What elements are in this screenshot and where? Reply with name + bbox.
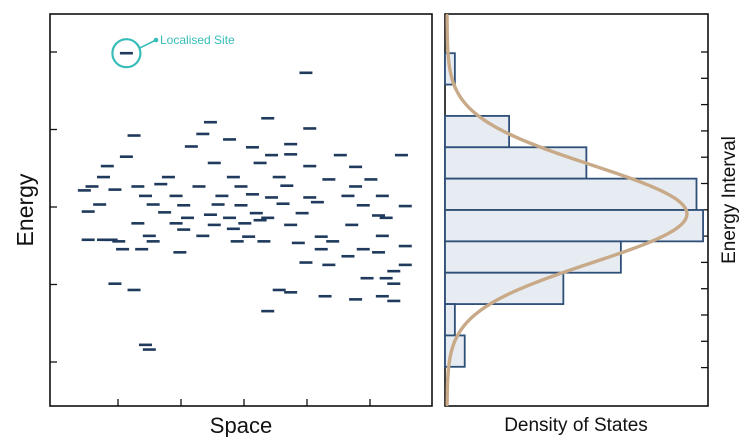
density-of-states-axis-title: Density of States (504, 415, 648, 436)
localised-site-annotation: Localised Site (111, 33, 235, 69)
density-histogram-bar (444, 177, 698, 211)
energy-space-axis-ticks (50, 51, 371, 406)
space-axis-title: Space (210, 413, 272, 437)
density-histogram-bar (444, 146, 588, 180)
density-of-states-panel: Energy Interval Density of States (444, 13, 740, 436)
energy-axis-title: Energy (12, 173, 38, 246)
density-histogram-bar (444, 303, 456, 337)
localised-site-pointer-dot (153, 37, 159, 43)
localised-site-label: Localised Site (160, 33, 235, 47)
energy-space-panel: Localised Site Energy Space (12, 13, 433, 437)
localised-site-marker-circle (111, 38, 142, 69)
localised-states-layer (77, 51, 412, 351)
energy-space-plot-frame (49, 13, 433, 407)
density-histogram-bar (444, 115, 511, 149)
localised-site-pointer-line (139, 39, 157, 49)
density-histogram-bar (444, 240, 622, 274)
density-histogram-bars (444, 52, 704, 368)
gaussian-dos-curve (445, 13, 689, 407)
energy-interval-axis-title: Energy Interval (719, 136, 740, 264)
